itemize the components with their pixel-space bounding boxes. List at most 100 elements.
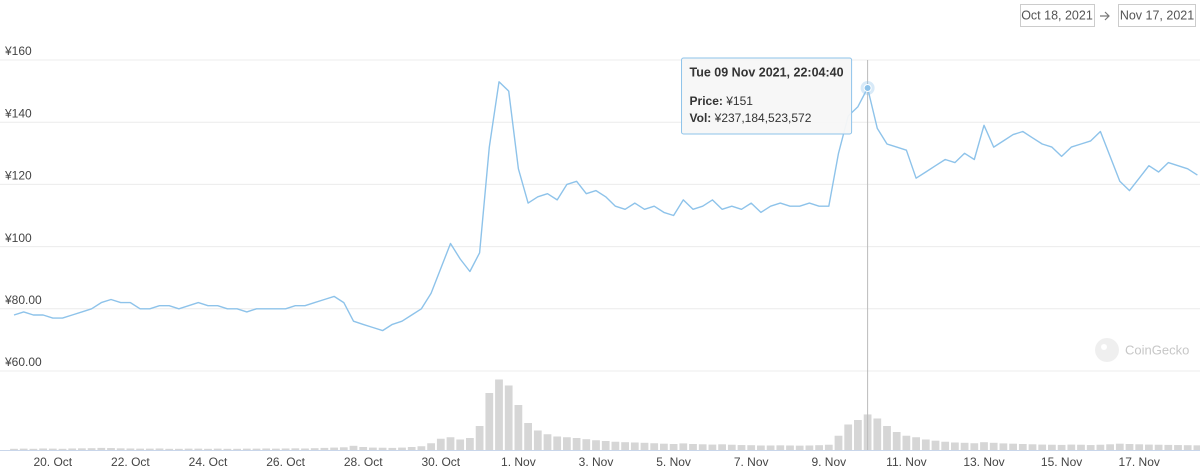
volume-bar — [369, 447, 377, 450]
arrow-icon — [1100, 11, 1110, 21]
x-tick-label: 5. Nov — [656, 455, 691, 469]
volume-bar — [582, 439, 591, 450]
volume-bar — [572, 438, 581, 450]
x-tick-label: 24. Oct — [189, 455, 228, 469]
y-tick-label: ¥120 — [4, 169, 32, 183]
volume-bar — [873, 418, 882, 450]
date-to-box[interactable] — [1118, 4, 1196, 27]
x-tick-label: 28. Oct — [344, 455, 383, 469]
volume-bar — [29, 448, 38, 450]
volume-bar — [650, 443, 659, 450]
date-to[interactable]: Nov 17, 2021 — [1120, 8, 1194, 22]
volume-bar — [727, 444, 736, 450]
volume-bar — [941, 441, 950, 450]
volume-bar — [446, 437, 455, 450]
volume-bar — [175, 448, 183, 450]
volume-bar — [611, 441, 620, 450]
tooltip-value: ¥237,184,523,572 — [714, 111, 812, 125]
volume-bar — [1135, 444, 1144, 450]
volume-bar — [660, 443, 668, 450]
volume-bar — [921, 439, 930, 450]
volume-bar — [339, 447, 348, 450]
tooltip-box — [681, 57, 853, 135]
date-from-box[interactable] — [1020, 4, 1095, 27]
volume-bar — [242, 448, 251, 450]
volume-bar — [184, 448, 193, 450]
volume-bar — [883, 426, 891, 450]
volume-bar — [698, 444, 707, 450]
watermark-text: CoinGecko — [1125, 342, 1189, 357]
volume-bar — [776, 445, 785, 450]
volume-bar — [1067, 444, 1076, 450]
x-tick-label: 1. Nov — [501, 455, 536, 469]
volume-bar — [68, 448, 77, 450]
volume-bar — [427, 443, 435, 450]
tooltip-row: Price: ¥151 — [690, 94, 754, 108]
volume-bar — [1174, 445, 1182, 450]
volume-bar — [10, 448, 18, 450]
volume-bar — [815, 445, 823, 450]
volume-bar — [330, 447, 338, 450]
volume-bar — [1057, 444, 1066, 450]
volume-bar — [136, 448, 144, 450]
volume-bar — [359, 447, 368, 450]
volume-bar — [504, 385, 513, 450]
volume-bar — [951, 442, 959, 450]
tooltip-row: Vol: ¥237,184,523,572 — [690, 111, 812, 125]
volume-bar — [301, 448, 309, 450]
volume-bar — [854, 420, 862, 450]
date-from[interactable]: Oct 18, 2021 — [1021, 8, 1093, 22]
x-tick-label: 7. Nov — [734, 455, 769, 469]
volume-bar — [262, 448, 271, 450]
volume-bar — [291, 448, 300, 450]
volume-bar — [514, 405, 523, 450]
volume-bar — [407, 447, 416, 450]
volume-bar — [126, 448, 135, 450]
volume-bar — [1028, 444, 1037, 450]
volume-bar — [757, 445, 765, 450]
volume-bar — [48, 448, 57, 450]
volume-bar — [737, 445, 746, 450]
volume-bar — [1115, 443, 1124, 450]
tooltip-title: Tue 09 Nov 2021, 22:04:40 — [690, 65, 844, 79]
volume-bar — [533, 430, 542, 450]
volume-bar — [145, 448, 154, 450]
volume-bar — [223, 448, 232, 450]
volume-bar — [1096, 444, 1105, 450]
volume-bar — [1018, 444, 1027, 450]
volume-bar — [495, 379, 503, 450]
y-tick-label: ¥140 — [4, 106, 32, 120]
volume-bar — [213, 448, 222, 450]
x-tick-label: 13. Nov — [963, 455, 1004, 469]
volume-bar — [718, 444, 726, 450]
x-tick-label: 17. Nov — [1119, 455, 1160, 469]
volume-bar — [58, 448, 67, 450]
volume-bar — [805, 445, 814, 450]
y-tick-label: ¥60.00 — [4, 355, 42, 369]
volume-bar — [107, 448, 115, 450]
x-tick-label: 30. Oct — [421, 455, 460, 469]
volume-bar — [1038, 444, 1047, 450]
x-tick-label: 3. Nov — [579, 455, 614, 469]
volume-bar — [39, 448, 47, 450]
volume-bar — [592, 440, 600, 450]
x-tick-label: 26. Oct — [266, 455, 305, 469]
volume-bar — [78, 448, 86, 450]
volume-bar — [204, 448, 212, 450]
volume-bar — [1183, 445, 1192, 450]
volume-bar — [892, 432, 901, 450]
tooltip-value: ¥151 — [725, 94, 753, 108]
volume-bar — [1048, 444, 1056, 450]
volume-bar — [553, 436, 562, 450]
price-line — [13, 81, 1198, 332]
volume-bar — [795, 445, 804, 450]
hover-point — [863, 83, 872, 92]
volume-bar — [1106, 444, 1114, 450]
volume-bar — [679, 443, 688, 450]
tooltip-label: Vol: — [690, 111, 712, 125]
x-tick-label: 22. Oct — [111, 455, 150, 469]
volume-bar — [281, 448, 290, 450]
volume-bar — [97, 447, 106, 450]
volume-bar — [980, 442, 988, 450]
volume-bar — [456, 439, 465, 450]
